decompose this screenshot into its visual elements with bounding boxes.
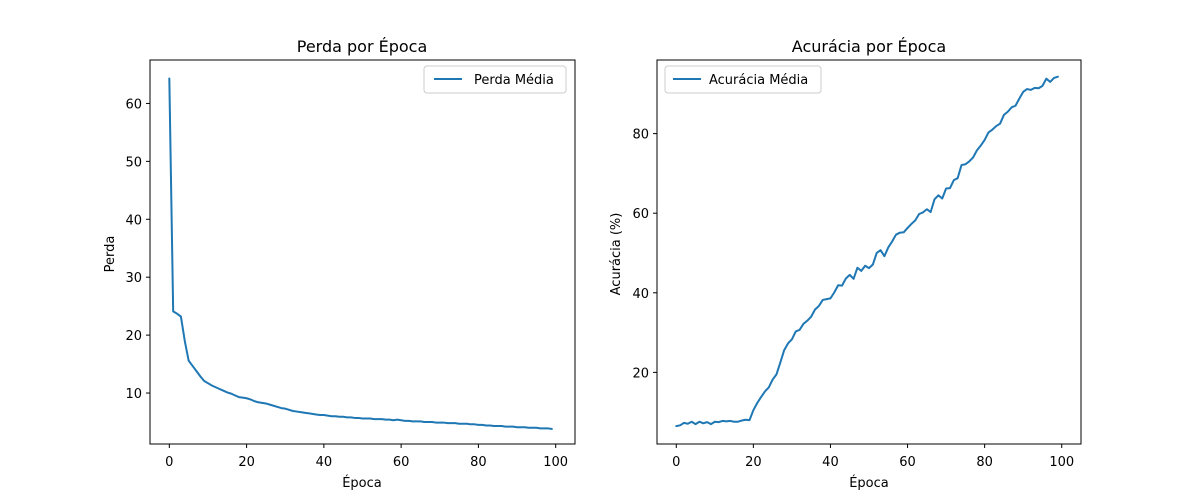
loss-x-tick-label: 40 — [316, 455, 333, 470]
accuracy-legend-label: Acurácia Média — [709, 73, 808, 88]
accuracy-x-tick-label: 20 — [745, 455, 762, 470]
loss-chart: Perda por Época 0 20 40 60 80 100 10 20 30 40 50 60… — [103, 37, 576, 491]
loss-y-tick-label: 20 — [125, 329, 142, 344]
loss-x-tick-label: 60 — [393, 455, 410, 470]
accuracy-chart-title: Acurácia por Época — [792, 37, 946, 56]
loss-y-axis-label: Perda — [103, 236, 118, 273]
accuracy-x-tick-label: 40 — [822, 455, 839, 470]
accuracy-y-tick-label: 60 — [632, 207, 649, 222]
loss-x-tick-label: 80 — [470, 455, 487, 470]
loss-y-tick-label: 30 — [125, 271, 142, 286]
accuracy-y-axis-label: Acurácia (%) — [609, 213, 624, 296]
accuracy-x-tick-label: 0 — [672, 455, 680, 470]
loss-x-tick-label: 100 — [543, 455, 568, 470]
accuracy-plot-area: 0 20 40 60 80 100 20 40 60 80 — [632, 59, 1082, 470]
accuracy-x-tick-label: 80 — [976, 455, 993, 470]
loss-axes-frame — [149, 59, 576, 445]
accuracy-legend: Acurácia Média — [664, 65, 822, 94]
loss-legend: Perda Média — [423, 65, 567, 94]
loss-x-tick-label: 0 — [165, 455, 173, 470]
accuracy-x-axis-label: Época — [849, 475, 889, 491]
loss-x-axis-label: Época — [342, 475, 382, 491]
accuracy-y-tick-label: 80 — [632, 128, 649, 143]
accuracy-x-tick-label: 100 — [1049, 455, 1074, 470]
accuracy-y-tick-label: 20 — [632, 366, 649, 381]
accuracy-x-tick-label: 60 — [899, 455, 916, 470]
accuracy-y-tick-label: 40 — [632, 287, 649, 302]
loss-legend-label: Perda Média — [474, 73, 554, 88]
loss-chart-title: Perda por Época — [297, 37, 428, 56]
accuracy-legend-box — [664, 65, 822, 94]
loss-legend-box — [423, 65, 567, 94]
loss-y-tick-label: 50 — [125, 155, 142, 170]
accuracy-chart: Acurácia por Época 0 20 40 60 80 10020406080 … — [609, 37, 1082, 491]
accuracy-series-line-0 — [675, 75, 1059, 428]
loss-plot-area: 0 20 40 60 80 100 10 20 30 40 50 60 — [125, 59, 576, 470]
accuracy-axes-frame — [656, 59, 1082, 445]
loss-y-tick-label: 60 — [125, 97, 142, 112]
loss-y-tick-label: 10 — [125, 387, 142, 402]
loss-x-tick-label: 20 — [238, 455, 255, 470]
loss-series-line-0 — [168, 77, 553, 430]
loss-y-tick-label: 40 — [125, 213, 142, 228]
